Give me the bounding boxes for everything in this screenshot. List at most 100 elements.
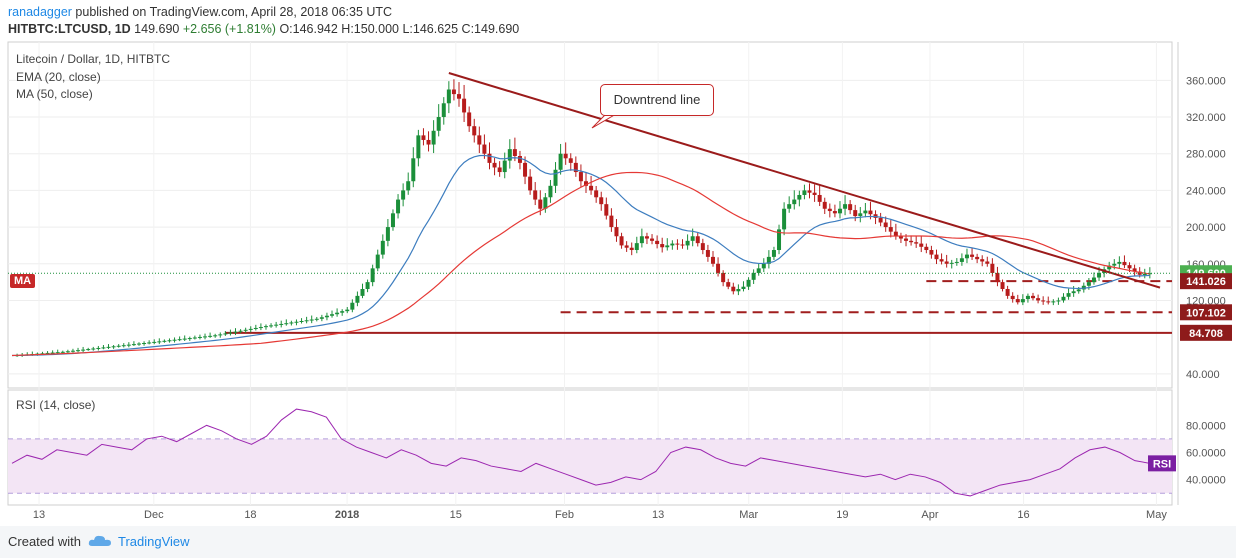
candle-body	[40, 353, 45, 355]
legend-title: Litecoin / Dollar, 1D, HITBTC	[16, 52, 171, 66]
candle-body	[1097, 272, 1102, 278]
candle-body	[324, 315, 329, 318]
candle-body	[726, 282, 731, 287]
candle-body	[644, 236, 649, 239]
candle-body	[888, 227, 893, 232]
candle-body	[121, 345, 126, 347]
publisher-user-link[interactable]: ranadagger	[8, 5, 72, 19]
candle-body	[50, 352, 55, 354]
candle-body	[848, 204, 853, 211]
candle-body	[787, 204, 792, 209]
candle-body	[741, 286, 746, 289]
candle-body	[136, 343, 141, 345]
candle-body	[411, 158, 416, 182]
candle-body	[401, 190, 406, 200]
candle-body	[904, 238, 909, 241]
candle-body	[1112, 263, 1117, 266]
candle-body	[558, 153, 563, 170]
candle-body	[45, 352, 50, 354]
downtrend-line	[448, 72, 1161, 289]
candle-body	[959, 258, 964, 262]
candle-body	[782, 208, 787, 230]
candle-body	[629, 247, 634, 251]
time-tick-label: 13	[652, 509, 664, 521]
candle-body	[533, 190, 538, 200]
candle-body	[883, 222, 888, 228]
support-141-tag-bg	[1180, 273, 1232, 290]
candle-body	[1020, 299, 1025, 303]
candle-body	[639, 236, 644, 244]
candle-body	[985, 261, 990, 264]
candle-body	[335, 312, 340, 315]
candle-body	[96, 347, 101, 349]
candle-body	[462, 98, 467, 113]
candle-body	[705, 250, 710, 257]
candle-body	[695, 236, 700, 244]
candle-body	[822, 201, 827, 209]
publisher-text: published on TradingView.com, April 28, …	[71, 5, 393, 19]
price-tick-label: 40.000	[1186, 369, 1220, 381]
legend-ema: EMA (20, close)	[16, 70, 101, 84]
candle-body	[299, 321, 304, 323]
candle-body	[218, 334, 223, 336]
candle-body	[416, 135, 421, 159]
candle-body	[472, 126, 477, 136]
candle-body	[406, 181, 411, 191]
candle-body	[665, 245, 670, 248]
tradingview-logo-icon	[88, 535, 111, 546]
candle-body	[685, 240, 690, 246]
candle-body	[319, 317, 324, 319]
candle-body	[523, 162, 528, 177]
candle-body	[70, 350, 75, 352]
candle-body	[192, 337, 197, 339]
ema-20-line	[11, 154, 1150, 357]
candle-body	[680, 244, 685, 246]
candle-body	[924, 246, 929, 251]
candle-body	[837, 208, 842, 214]
candle-body	[919, 243, 924, 247]
price-tick-label: 360.000	[1186, 75, 1226, 87]
candle-body	[457, 94, 462, 99]
candle-body	[863, 210, 868, 214]
candle-body	[330, 314, 335, 316]
candle-body	[980, 259, 985, 262]
candle-body	[995, 272, 1000, 283]
candle-body	[543, 197, 548, 209]
candle-body	[177, 339, 182, 341]
candle-body	[731, 286, 736, 292]
candle-body	[1132, 268, 1137, 272]
candle-body	[162, 340, 167, 342]
candle-body	[690, 236, 695, 241]
candle-body	[502, 160, 507, 173]
time-tick-label: Apr	[921, 509, 938, 521]
candle-body	[716, 263, 721, 273]
candle-body	[584, 181, 588, 186]
candle-body	[1142, 274, 1147, 276]
candle-body	[594, 190, 599, 198]
candle-body	[528, 176, 533, 191]
time-tick-label: 18	[244, 509, 256, 521]
candle-body	[655, 240, 660, 245]
candle-body	[55, 352, 60, 354]
created-with-text: Created with	[8, 534, 81, 549]
price-chart-svg[interactable]: 360.000320.000280.000240.000200.000160.0…	[0, 0, 1236, 526]
support-141-tag: 141.026	[1186, 276, 1226, 288]
symbol-label: HITBTC:LTCUSD, 1D	[8, 22, 131, 36]
candle-body	[1051, 301, 1056, 303]
candle-body	[1076, 289, 1081, 292]
candle-body	[309, 319, 314, 321]
candle-body	[1056, 300, 1061, 302]
tradingview-link[interactable]: TradingView	[118, 534, 190, 549]
rsi-tick-label: 80.0000	[1186, 420, 1226, 432]
candle-body	[451, 89, 456, 95]
candle-body	[827, 208, 832, 212]
candle-body	[970, 254, 975, 257]
time-tick-label: 19	[836, 509, 848, 521]
candle-body	[853, 210, 858, 217]
candle-body	[81, 349, 86, 351]
ma-50-line	[11, 171, 1150, 357]
candle-body	[131, 344, 136, 346]
time-tick-label: 15	[450, 509, 462, 521]
candle-body	[431, 130, 436, 145]
candle-body	[589, 185, 594, 191]
